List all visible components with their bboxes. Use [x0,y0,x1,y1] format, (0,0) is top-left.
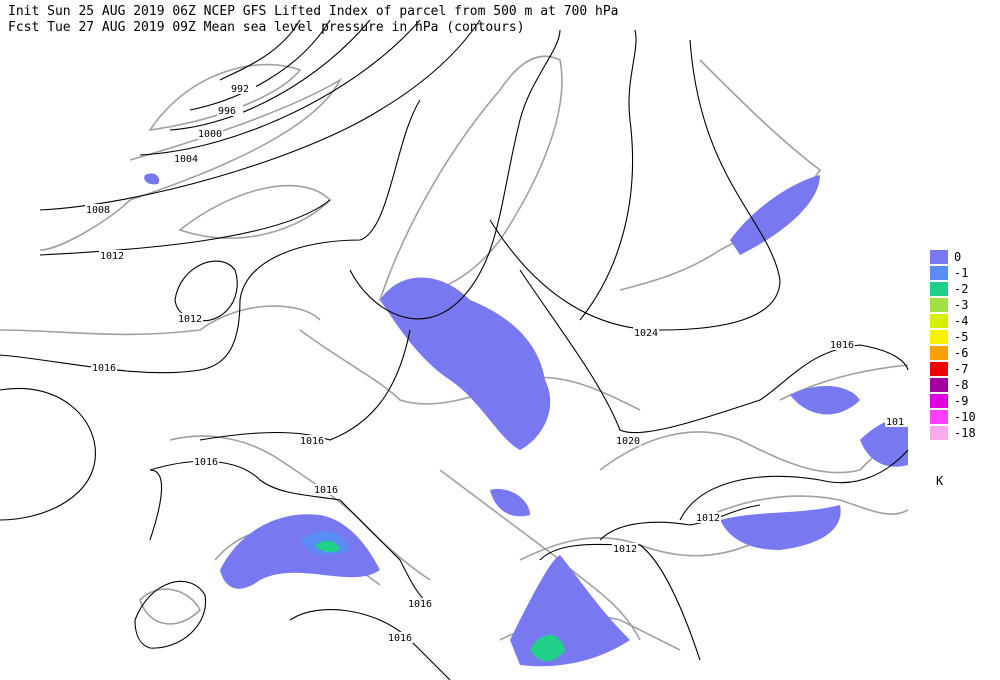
contour-label-bg [885,416,911,427]
contour-label: 1024 [634,328,658,339]
legend-label: -6 [954,346,968,360]
legend-label: -4 [954,314,968,328]
contour-label: 1000 [198,129,222,140]
contour-label: 1008 [86,205,110,216]
contour-label: 1016 [300,436,324,447]
contour-labels: 992 996 1000 1004 1008 1012 1012 1016 1024 1016 10… [85,83,911,644]
legend-label: -10 [954,410,976,424]
contour-label-bg [91,362,117,373]
contour-label: 1012 [696,513,720,524]
legend-swatch [930,426,948,440]
contour-label-bg [177,313,203,324]
contour-label: 1016 [408,599,432,610]
legend-swatch [930,266,948,280]
contour-label: 996 [218,106,236,117]
contour-label-bg [193,456,219,467]
contour-label-bg [197,128,223,139]
contour-label-bg [612,543,638,554]
legend-label: -8 [954,378,968,392]
legend-swatch [930,394,948,408]
legend-label: 0 [954,250,961,264]
legend-label: -3 [954,298,968,312]
contour-label: 1012 [100,251,124,262]
contour-label-bg [615,435,641,446]
contour-label: 1004 [174,154,198,165]
contour-label: 1020 [616,436,640,447]
legend-swatch [930,250,948,264]
contour-label: 101 [886,417,904,428]
contour-label: 1016 [194,457,218,468]
legend-swatch [930,410,948,424]
contour-label: 992 [231,84,249,95]
legend: 0 -1 -2 -3 -4 -5 -6 -7 -8 -9 -10 -18 [930,250,976,440]
contour-label-bg [407,598,433,609]
contour-label-bg [695,512,721,523]
legend-swatch [930,362,948,376]
isobars [0,19,909,680]
contour-label-bg [230,83,256,94]
contour-label: 1012 [613,544,637,555]
legend-label: -1 [954,266,968,280]
contour-label: 1016 [314,485,338,496]
contour-label: 1016 [388,633,412,644]
contour-label-bg [633,327,659,338]
contour-label-bg [387,632,413,643]
contour-label-bg [173,153,199,164]
contour-label: 1012 [178,314,202,325]
legend-swatch [930,346,948,360]
lifted-index-areas [144,173,908,667]
contour-label-bg [299,435,325,446]
legend-swatch [930,378,948,392]
contour-label-bg [99,250,125,261]
legend-label: -7 [954,362,968,376]
legend-swatch [930,314,948,328]
header-line: Init Sun 25 AUG 2019 06Z NCEP GFS Lifted… [8,4,618,19]
legend-label: -18 [954,426,976,440]
contour-label-bg [313,484,339,495]
legend-label: -5 [954,330,968,344]
contour-label: 1016 [830,340,854,351]
contour-label: 1016 [92,363,116,374]
contour-label-bg [85,204,111,215]
contour-label-bg [829,339,855,350]
legend-swatch [930,330,948,344]
header-line: Fcst Tue 27 AUG 2019 09Z Mean sea level … [8,20,525,35]
legend-label: -9 [954,394,968,408]
legend-label: -2 [954,282,968,296]
legend-swatch [930,282,948,296]
contour-label-bg [217,105,243,116]
legend-unit: K [936,474,944,488]
legend-swatch [930,298,948,312]
